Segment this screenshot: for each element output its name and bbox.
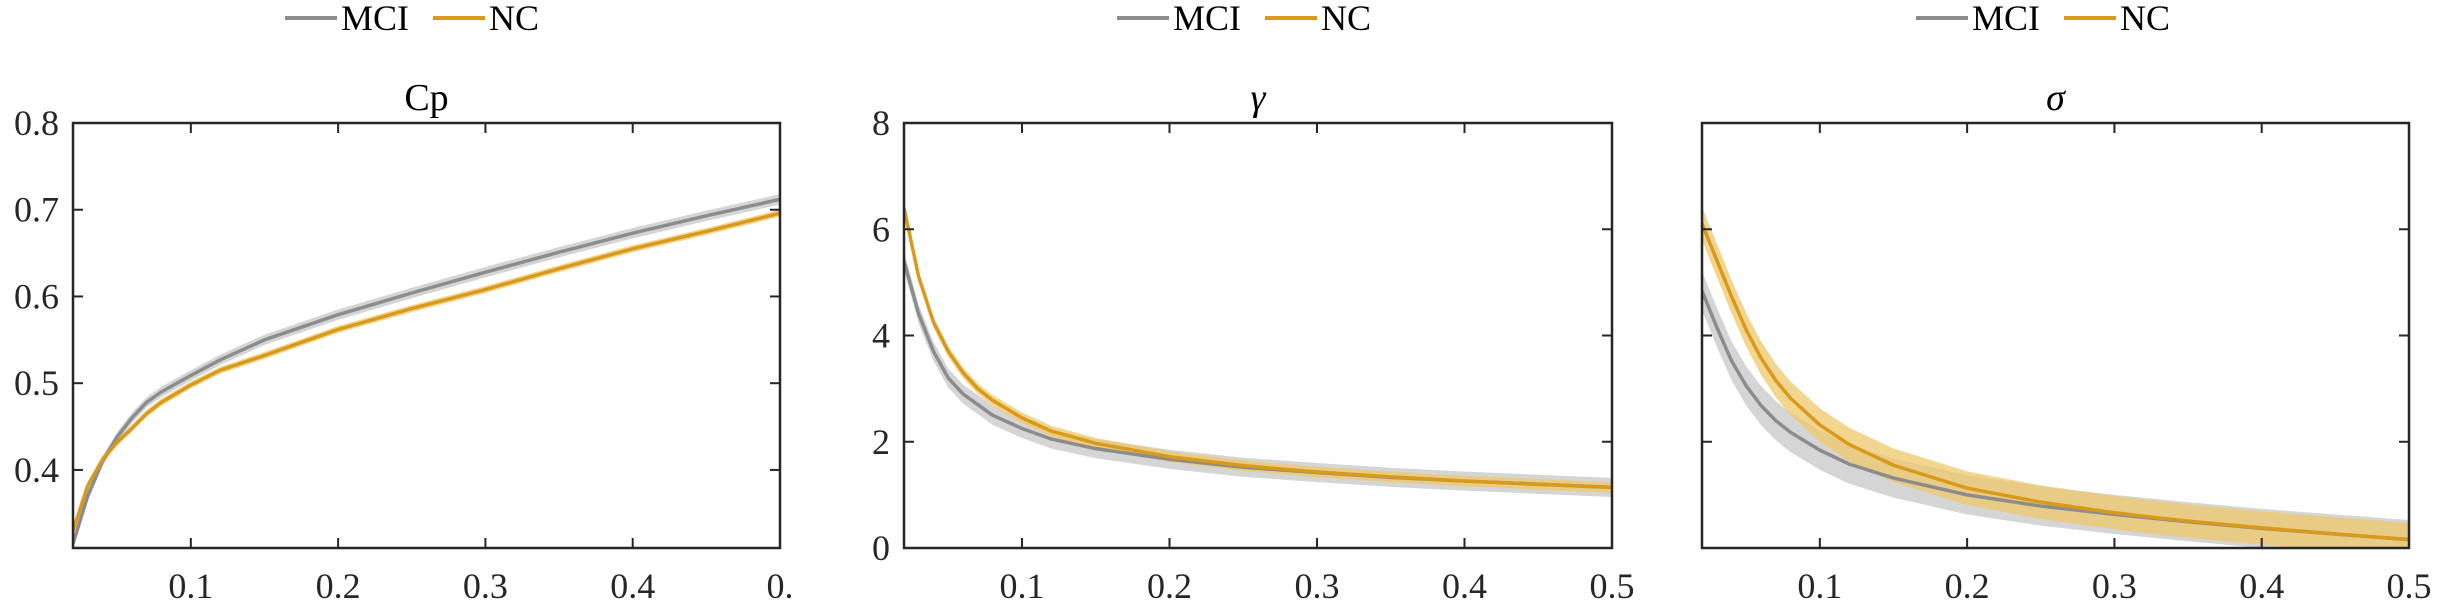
confidence-band-nc — [904, 202, 1612, 493]
y-tick-label: 4 — [872, 316, 890, 356]
y-tick-label: 0 — [872, 528, 890, 568]
legend-label-nc: NC — [1321, 0, 1371, 38]
legend-label-mci: MCI — [1972, 0, 2040, 38]
x-tick-label: 0.5 — [2387, 566, 2432, 606]
x-tick-label: 0.1 — [1797, 566, 1842, 606]
x-tick-label: 0.4 — [1442, 566, 1487, 606]
legend: MCI NC — [1916, 0, 2170, 38]
confidence-band-mci — [1702, 271, 2409, 548]
x-tick-label: 0.2 — [1945, 566, 1990, 606]
chart-panel-3: MCI NC σ 0.1 0.2 0.3 0.4 0.5 — [1700, 0, 2432, 606]
y-tick-label: 0.4 — [14, 450, 59, 490]
series-line-mci — [73, 197, 780, 545]
chart-panel-2: MCI NC γ 0.1 0.2 0.3 0.4 0.5 0 2 4 6 8 — [872, 0, 1635, 606]
legend-label-nc: NC — [2120, 0, 2170, 38]
x-tick-label: 0.3 — [1295, 566, 1340, 606]
legend-label-mci: MCI — [1173, 0, 1241, 38]
y-tick-label: 6 — [872, 209, 890, 249]
x-tick-label: 0.4 — [610, 566, 655, 606]
y-tick-label: 8 — [872, 103, 890, 143]
series-line-nc — [1702, 223, 2409, 542]
plot-area — [1702, 206, 2409, 548]
chart-title: Cp — [404, 77, 448, 119]
plot-area — [73, 194, 780, 548]
x-tick-label: 0.1 — [1000, 566, 1045, 606]
y-tick-label: 0.7 — [14, 190, 59, 230]
legend-label-nc: NC — [489, 0, 539, 38]
x-tick-label: 0. — [767, 566, 794, 606]
x-tick-label: 0.3 — [2092, 566, 2137, 606]
confidence-band-nc — [73, 209, 780, 535]
x-tick-label: 0.4 — [2239, 566, 2284, 606]
legend-label-mci: MCI — [341, 0, 409, 38]
x-tick-label: 0.1 — [168, 566, 213, 606]
series-line-nc — [904, 207, 1612, 490]
x-tick-label: 0.2 — [316, 566, 361, 606]
y-tick-label: 0.8 — [14, 103, 59, 143]
legend: MCI NC — [1117, 0, 1371, 38]
y-tick-label: 0.5 — [14, 363, 59, 403]
legend: MCI NC — [285, 0, 539, 38]
axes-box — [1700, 121, 2411, 550]
chart-title: γ — [1251, 77, 1267, 119]
x-tick-label: 0.5 — [1590, 566, 1635, 606]
x-tick-label: 0.3 — [463, 566, 508, 606]
plot-area — [904, 202, 1612, 497]
y-tick-label: 2 — [872, 422, 890, 462]
confidence-band-mci — [73, 194, 780, 548]
x-tick-label: 0.2 — [1147, 566, 1192, 606]
axes-box — [71, 121, 782, 550]
series-line-nc — [73, 211, 780, 532]
chart-panel-1: MCI NC Cp 0.1 0.2 0.3 0.4 0. 0.4 0.5 0.6 0.7 0.8 — [14, 0, 794, 606]
confidence-band-nc — [1702, 206, 2409, 548]
series-line-mci — [904, 260, 1612, 490]
confidence-band-mci — [904, 251, 1612, 497]
y-tick-label: 0.6 — [14, 276, 59, 316]
chart-title: σ — [2046, 77, 2066, 119]
